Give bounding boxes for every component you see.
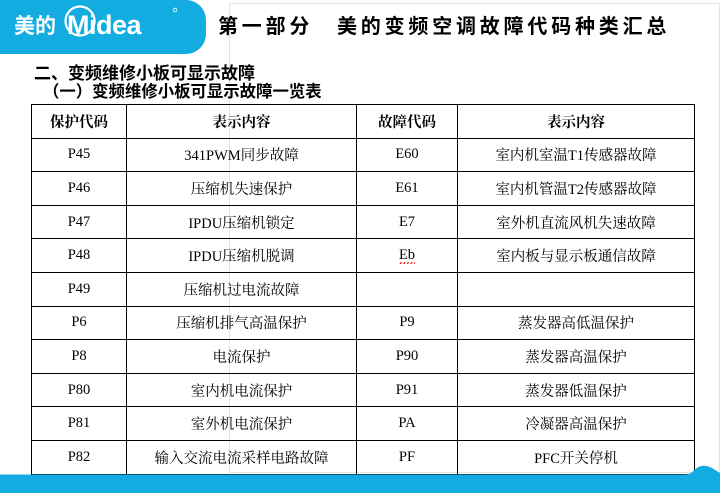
svg-text:Midea: Midea bbox=[67, 10, 143, 40]
